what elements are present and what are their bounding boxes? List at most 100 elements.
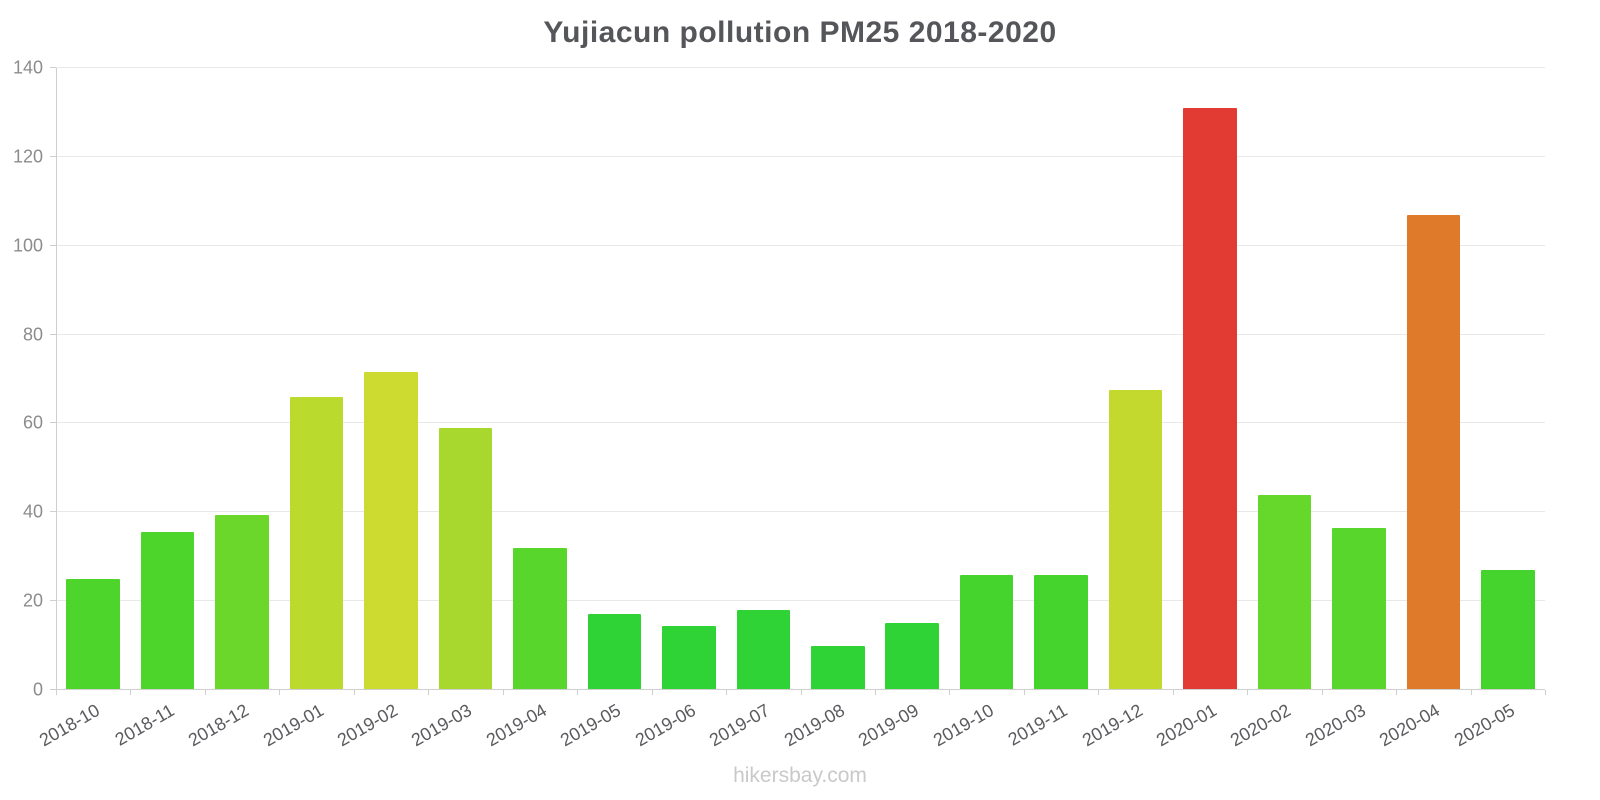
x-axis-tick xyxy=(1098,690,1100,695)
plot-area: 0 20 40 60 80 100 120 140 2018-10 2018-11 2018-12… xyxy=(13,58,1546,750)
watermark-text: hikersbay.com xyxy=(733,764,867,787)
x-axis-label: 2018-10 xyxy=(36,700,104,751)
x-axis-tick xyxy=(56,690,57,695)
x-axis-tick xyxy=(204,690,206,695)
bar-slot: 2019-04 xyxy=(483,68,577,750)
y-axis-tick-label: 20 xyxy=(22,590,43,611)
bar-2019-05 xyxy=(587,614,642,690)
x-axis-label: 2019-09 xyxy=(855,700,923,751)
x-axis-tick xyxy=(1321,690,1323,695)
y-axis-tick xyxy=(50,333,56,335)
x-axis-label: 2019-07 xyxy=(706,700,774,751)
x-axis-label: 2019-12 xyxy=(1078,700,1146,751)
gridline xyxy=(56,511,1545,513)
gridline xyxy=(56,155,1545,157)
bar-2018-10 xyxy=(66,578,121,690)
x-axis-tick xyxy=(1023,690,1025,695)
x-axis-tick xyxy=(651,690,653,695)
bar-slot: 2019-11 xyxy=(1005,68,1098,750)
bar-slot: 2019-03 xyxy=(408,68,502,750)
bar-slot: 2019-08 xyxy=(781,68,875,750)
gridline xyxy=(56,244,1545,246)
x-axis-label: 2019-04 xyxy=(482,700,550,751)
gridline xyxy=(56,67,1545,68)
bar-2018-12 xyxy=(215,514,269,690)
x-axis-tick xyxy=(130,690,132,695)
bar-slot: 2019-07 xyxy=(706,68,800,750)
bar-2019-03 xyxy=(438,427,493,690)
bar-2019-07 xyxy=(736,610,791,690)
y-axis-line xyxy=(56,68,57,690)
x-axis-label: 2019-01 xyxy=(259,700,327,751)
x-axis-line xyxy=(56,689,1545,690)
bar-2018-11 xyxy=(140,532,195,690)
x-axis-tick xyxy=(353,690,355,695)
y-axis-tick xyxy=(50,511,56,513)
y-axis-tick xyxy=(50,689,56,690)
x-axis-label: 2018-12 xyxy=(184,700,253,751)
bar-slot: 2020-05 xyxy=(1451,68,1545,750)
bar-slot: 2019-09 xyxy=(855,68,949,750)
x-axis-label: 2020-05 xyxy=(1450,700,1518,751)
x-axis-label: 2020-03 xyxy=(1301,700,1369,751)
chart-title: Yujiacun pollution PM25 2018-2020 xyxy=(543,16,1057,49)
bar-2020-02 xyxy=(1257,494,1312,690)
bar-slot: 2019-06 xyxy=(632,68,726,750)
bar-slot: 2019-01 xyxy=(259,68,353,750)
bar-2020-05 xyxy=(1481,570,1535,690)
x-axis-tick xyxy=(874,690,876,695)
bar-2020-03 xyxy=(1332,527,1386,690)
bar-2019-06 xyxy=(662,625,716,690)
x-axis-label: 2018-11 xyxy=(111,700,178,750)
bar-2019-12 xyxy=(1108,390,1163,690)
x-axis-tick xyxy=(1172,690,1174,695)
y-axis-tick xyxy=(50,155,56,157)
x-axis-label: 2019-03 xyxy=(408,700,476,751)
y-axis-tick-label: 100 xyxy=(12,235,43,256)
x-axis-tick xyxy=(1470,690,1472,695)
x-axis-label: 2020-04 xyxy=(1376,700,1444,751)
y-axis-tick-label: 140 xyxy=(12,57,43,78)
y-axis-tick-label: 0 xyxy=(32,679,43,700)
gridline xyxy=(56,422,1545,424)
y-axis-tick-label: 60 xyxy=(22,412,43,433)
x-axis-label: 2019-05 xyxy=(557,700,625,751)
bar-2019-11 xyxy=(1034,574,1088,690)
bar-slot: 2020-01 xyxy=(1153,68,1247,750)
y-axis-tick xyxy=(50,244,56,246)
bar-slot: 2019-05 xyxy=(557,68,651,750)
y-axis-tick-label: 120 xyxy=(12,146,43,167)
bar-slot: 2018-11 xyxy=(112,68,204,750)
bar-slot: 2019-12 xyxy=(1078,68,1172,750)
x-axis-label: 2019-11 xyxy=(1005,700,1072,750)
bar-2019-01 xyxy=(289,396,344,690)
x-axis-label: 2019-02 xyxy=(333,700,402,751)
y-axis-tick-label: 80 xyxy=(22,324,43,345)
x-axis-tick xyxy=(726,690,728,695)
bar-slot: 2020-03 xyxy=(1302,68,1396,750)
x-axis-label: 2019-10 xyxy=(929,700,997,751)
bar-slot: 2018-12 xyxy=(185,68,279,750)
bar-2019-04 xyxy=(513,547,567,690)
x-axis-tick xyxy=(1396,690,1398,695)
x-axis-tick xyxy=(1545,690,1546,695)
x-axis-tick xyxy=(428,690,430,695)
gridline xyxy=(56,600,1545,602)
x-axis-tick xyxy=(577,690,579,695)
x-axis-tick xyxy=(800,690,802,695)
x-axis-tick xyxy=(502,690,504,695)
bar-2019-08 xyxy=(810,645,865,690)
bar-slot: 2020-04 xyxy=(1376,68,1470,750)
x-axis-tick xyxy=(949,690,951,695)
bar-slot: 2019-02 xyxy=(334,68,428,750)
bars: 2018-10 2018-11 2018-12 2019-01 2019-02 2019-… xyxy=(36,68,1546,750)
y-axis-tick xyxy=(50,67,56,68)
bar-2019-10 xyxy=(959,574,1014,690)
bar-2019-02 xyxy=(364,372,418,690)
y-axis-tick xyxy=(50,600,56,602)
y-axis-tick-label: 40 xyxy=(22,501,43,522)
x-axis-label: 2019-06 xyxy=(631,700,699,751)
gridline xyxy=(56,333,1545,335)
bar-2020-04 xyxy=(1406,214,1461,690)
